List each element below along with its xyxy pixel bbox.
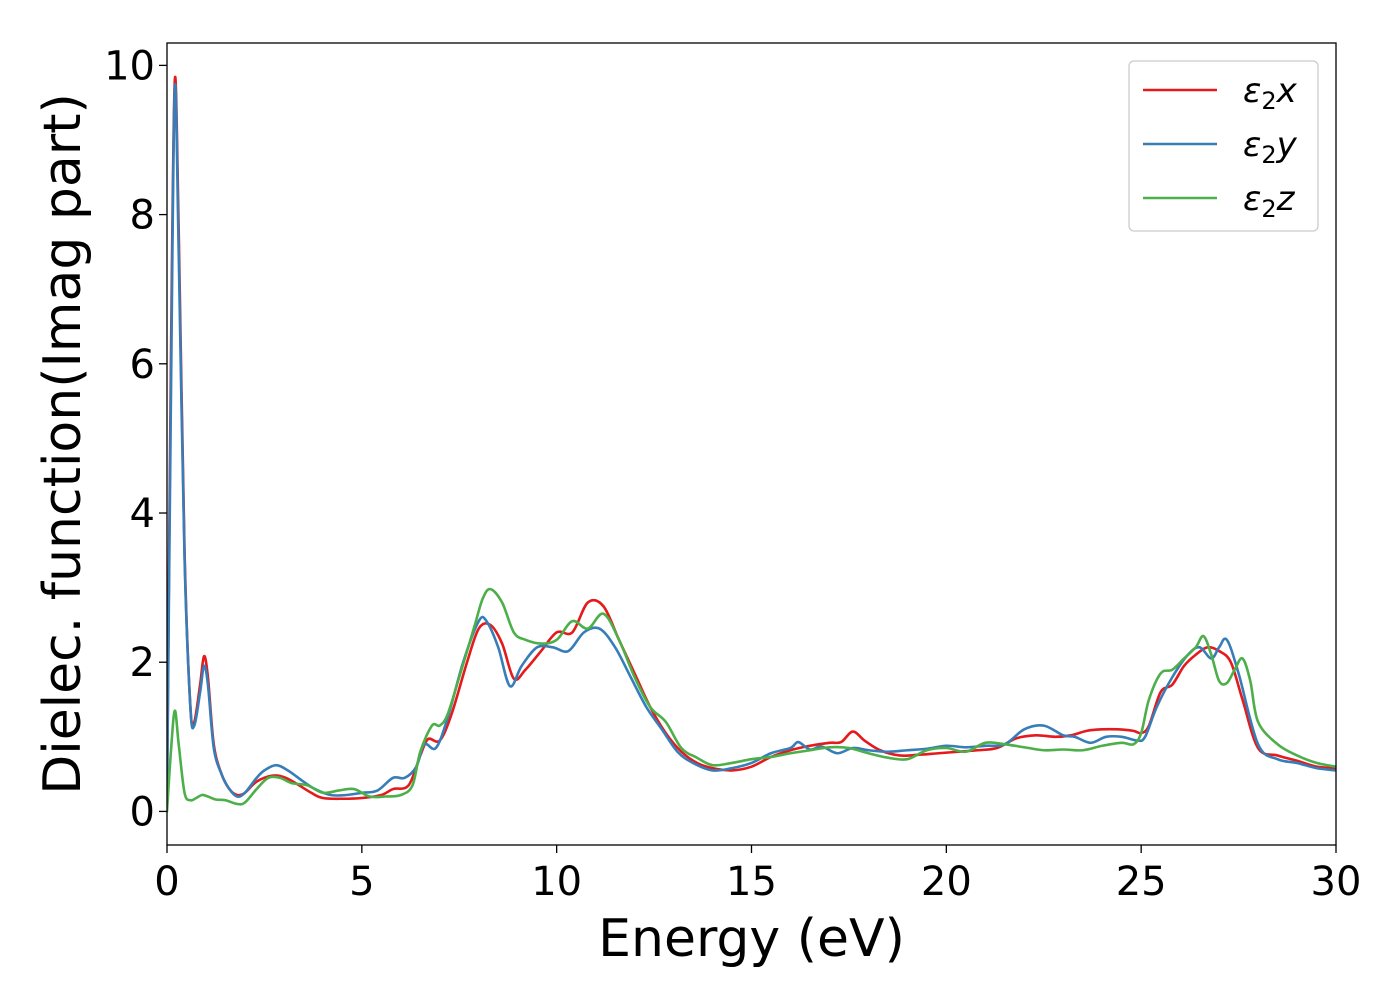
legend-label-y: ε2y xyxy=(1243,125,1298,169)
series-layer xyxy=(167,75,1336,813)
y-tick-label: 6 xyxy=(130,342,155,388)
y-tick-label: 10 xyxy=(104,43,155,89)
x-tick-label: 10 xyxy=(531,859,582,905)
series-line-z xyxy=(167,587,1336,813)
x-tick-label: 0 xyxy=(154,859,179,905)
x-axis-label: Energy (eV) xyxy=(598,909,905,969)
y-axis: 0 2 4 6 8 10 xyxy=(104,43,167,835)
y-tick-label: 8 xyxy=(130,193,155,239)
x-tick-label: 20 xyxy=(921,859,972,905)
legend: ε2x ε2y ε2z xyxy=(1128,60,1319,232)
y-tick-label: 2 xyxy=(130,640,155,686)
legend-label-z: ε2z xyxy=(1243,179,1296,223)
x-tick-label: 30 xyxy=(1311,859,1362,905)
legend-box xyxy=(1128,60,1319,232)
x-axis: 0 5 10 15 20 25 30 xyxy=(154,845,1361,905)
x-tick-label: 25 xyxy=(1116,859,1167,905)
y-tick-label: 0 xyxy=(130,789,155,835)
legend-label-x: ε2x xyxy=(1243,71,1298,115)
y-axis-label: Dielec. function(Imag part) xyxy=(33,93,93,795)
series-line-y xyxy=(167,83,1336,806)
x-tick-label: 5 xyxy=(349,859,374,905)
x-tick-label: 15 xyxy=(726,859,777,905)
y-tick-label: 4 xyxy=(130,491,155,537)
